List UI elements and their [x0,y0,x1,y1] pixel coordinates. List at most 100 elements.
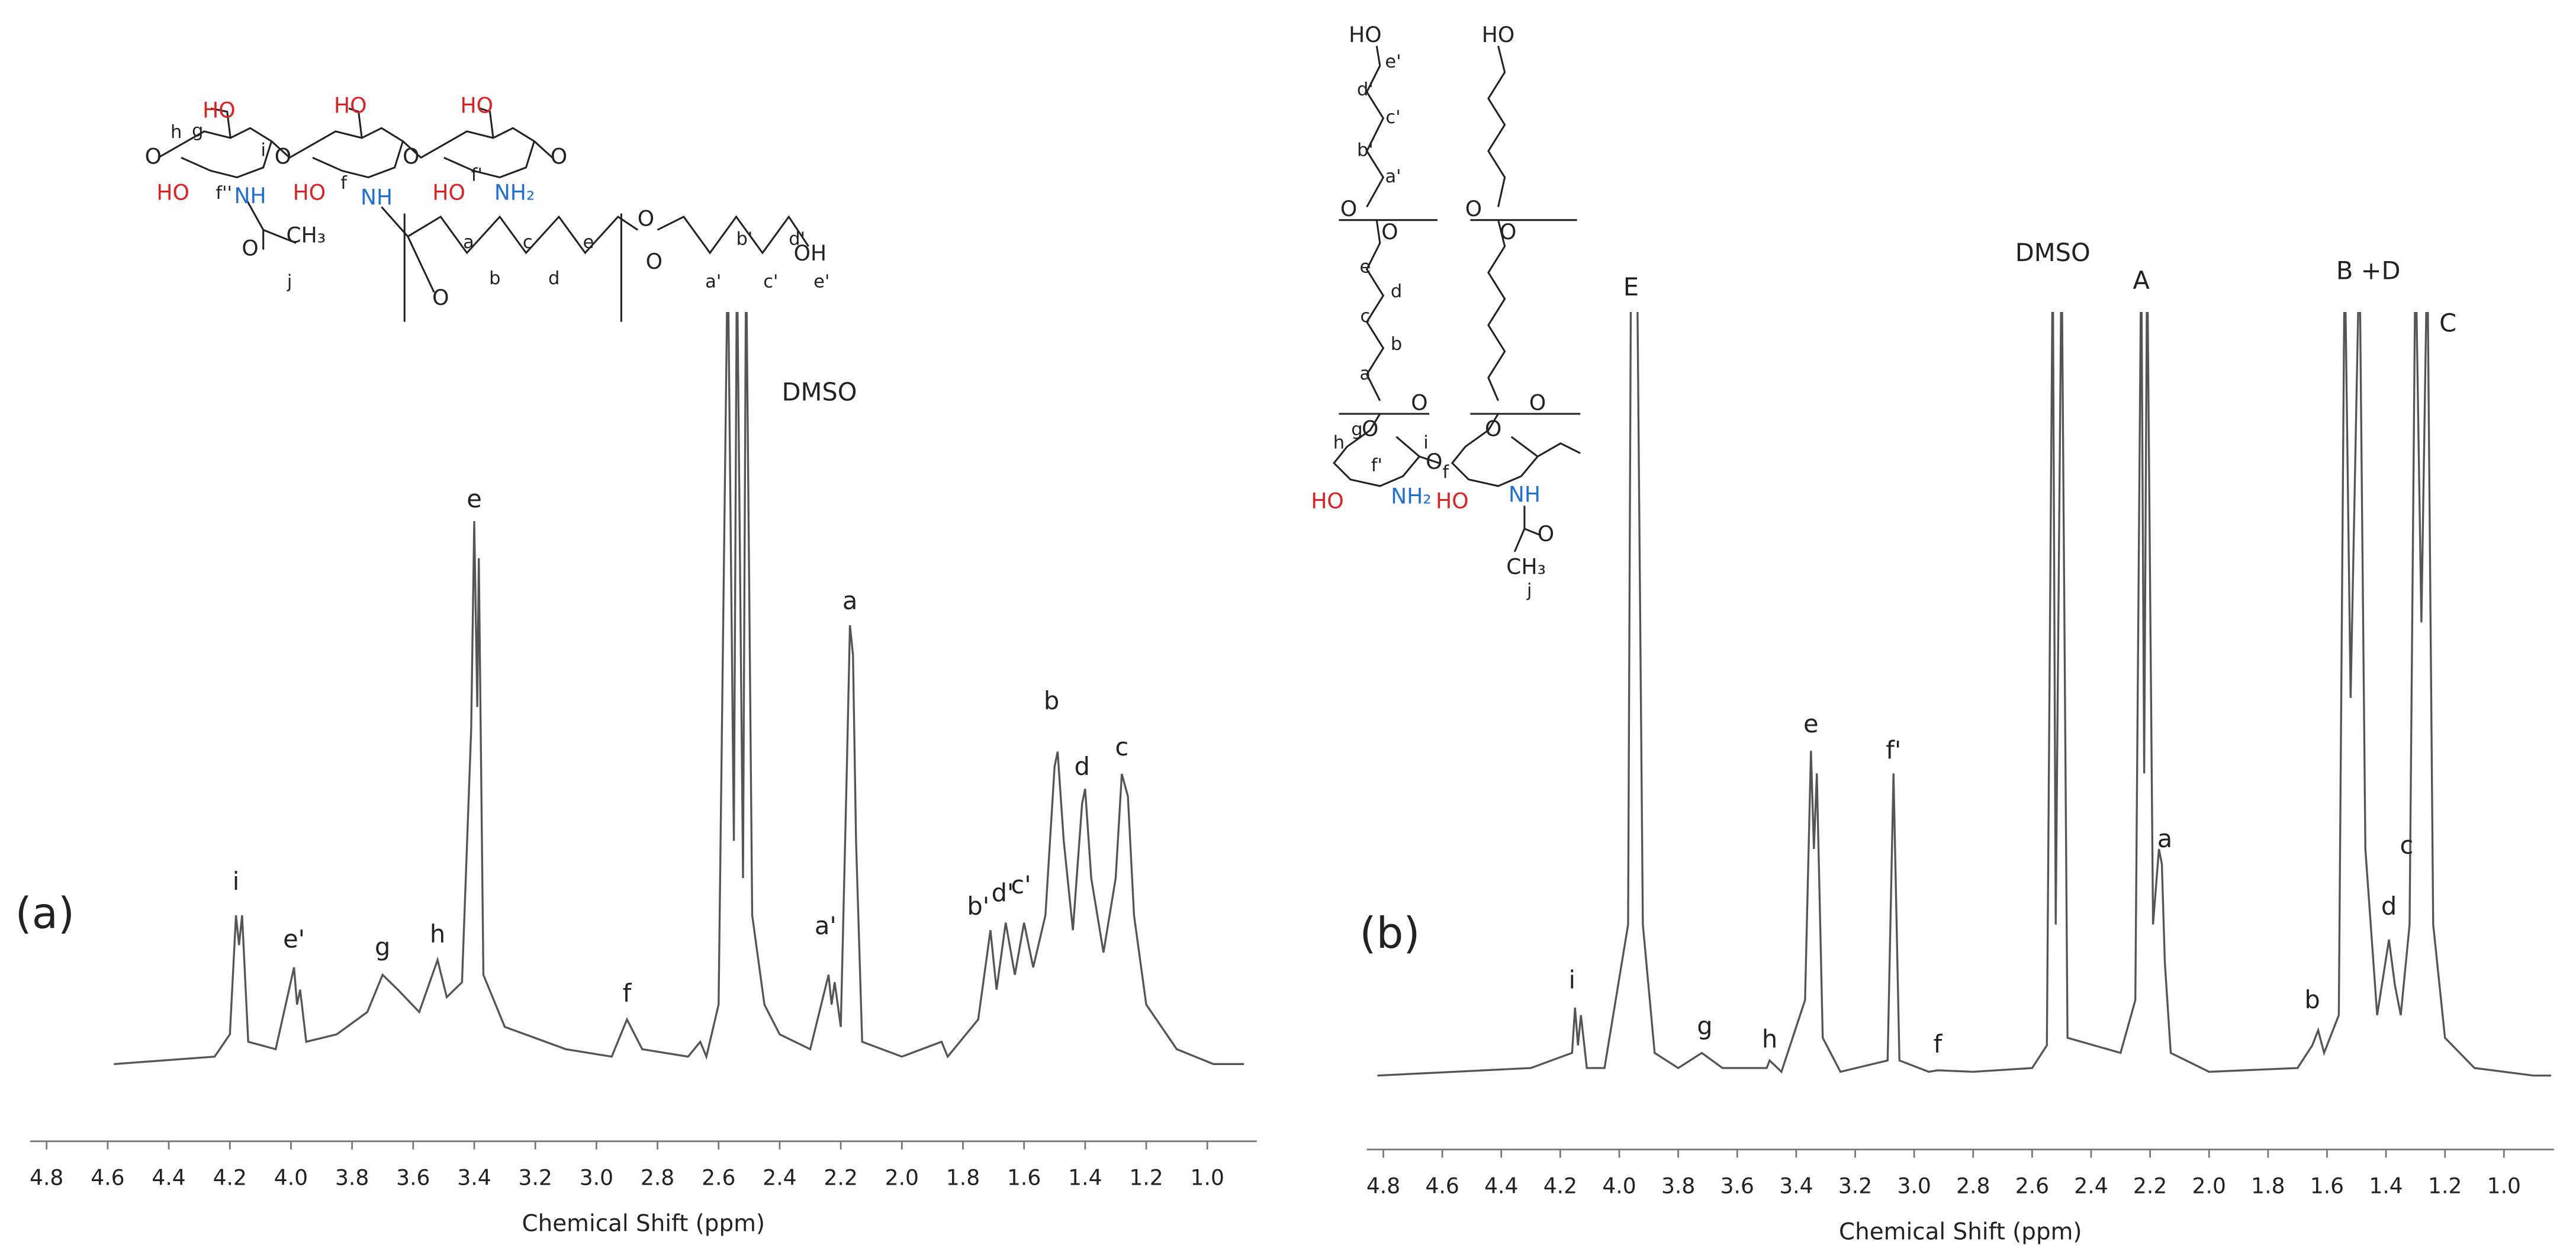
x-axis-label: Chemical Shift (ppm) [522,1211,766,1237]
x-tick-label: 4.2 [213,1166,247,1191]
peak-label: DMSO [782,378,857,407]
peak-label: c [2400,831,2414,860]
peak-label: c' [1011,870,1031,899]
peak-label: d [2381,892,2397,921]
structure-label: e [1359,257,1371,278]
spectrum-line [1377,312,2552,1077]
x-tick-label: 2.0 [885,1166,919,1191]
structure-label: b' [737,229,753,249]
structure-label: a [1360,364,1371,384]
peak-label: e [467,484,482,513]
x-tick-label: 3.6 [396,1166,430,1191]
peak-label: B +D [2336,256,2401,285]
structure-label: d' [1357,79,1374,100]
structure-label: CH₃ [286,223,326,247]
structure-label: O [1381,220,1398,245]
structure-label: b [1391,334,1402,355]
peak-label: g [375,932,390,961]
peak-label: e' [283,924,305,953]
structure-label: f'' [216,183,232,204]
structure-label: O [145,144,162,169]
x-tick-label: 3.6 [1720,1173,1754,1198]
x-tick-label: 2.2 [2133,1173,2167,1198]
structure-label: b' [1357,140,1374,161]
structure-label: O [403,144,419,169]
x-tick-label: 4.8 [30,1166,63,1191]
structure-label: g [192,120,203,141]
structure-label: HO [202,98,235,123]
x-tick-label: 4.0 [1602,1173,1636,1198]
x-tick-label: 2.0 [2192,1173,2226,1198]
structure-label: HO [156,180,189,205]
structure-label: g [1351,419,1362,440]
structure-label: d [1391,281,1402,302]
x-axis-label: Chemical Shift (ppm) [1839,1219,2082,1246]
structure-label: O [1538,522,1554,546]
structure-label: a' [1385,166,1401,187]
peak-label: DMSO [2015,238,2091,267]
structure-label: O [1426,449,1442,474]
peak-label: b' [967,892,989,921]
x-tick-label: 4.6 [1425,1173,1459,1198]
x-tick-label: 1.4 [2369,1173,2403,1198]
peak-label: a [2157,824,2173,853]
structure-label: d [548,268,559,289]
structure-label: a [463,232,474,253]
structure-label: O [1411,390,1427,415]
spectrum-line [114,312,1244,1066]
structure-label: f' [471,165,483,185]
peak-label: i [1569,966,1576,995]
structure-label: HO [461,93,493,118]
structure-label: i [261,140,265,161]
peak-label: E [1623,272,1639,301]
structure-label: f' [1371,455,1382,476]
x-tick-label: 1.8 [946,1166,980,1191]
structure-label: O [1485,417,1501,442]
structure-label: NH₂ [494,180,535,205]
structure-label: O [1529,390,1546,415]
structure-label: O [432,285,449,310]
x-tick-label: 3.2 [519,1166,552,1191]
x-tick-label: 4.8 [1366,1173,1400,1198]
structure-label: c' [1385,107,1400,128]
x-tick-label: 2.4 [2074,1173,2108,1198]
x-tick-label: 1.2 [2428,1173,2462,1198]
structure-label: NH [1509,483,1541,507]
structure-label: HO [1349,22,1381,47]
peak-label: f [623,979,632,1008]
x-tick-label: 1.8 [2251,1173,2285,1198]
structure-label: d' [789,229,805,249]
structure-label: CH₃ [1506,555,1546,580]
x-tick-label: 3.0 [580,1166,613,1191]
structure-label: NH [234,184,266,208]
peak-label: f' [1886,735,1901,764]
x-tick-label: 4.4 [152,1166,185,1191]
structure-label: O [551,144,567,169]
structure-label: NH [361,185,393,210]
panel-label: (b) [1359,909,1420,958]
peak-label: a' [815,911,837,940]
peak-label: f [1934,1030,1943,1059]
structure-label: O [1340,197,1357,221]
x-tick-label: 4.2 [1543,1173,1577,1198]
structure-label: HO [1436,489,1468,514]
x-tick-label: 1.6 [2310,1173,2344,1198]
structure-label: c [1360,306,1370,327]
structure-label: c' [763,272,778,292]
x-tick-label: 1.0 [1191,1166,1224,1191]
structure-label: i [1423,432,1428,453]
peak-label: a [842,586,857,615]
x-tick-label: 3.2 [1838,1173,1872,1198]
structure-label: h [171,122,182,143]
x-tick-label: 3.0 [1897,1173,1931,1198]
structure-a-bonds [157,107,809,322]
plots: 4.8 4.6 4.4 4.2 4.0 3.8 3.6 3.4 3.2 3.0 2.8 2.6 2.4 2… [15,238,2555,1246]
structure-label: O [646,249,663,274]
structure-label: O [275,144,291,169]
peak-label: h [430,919,445,948]
x-tick-label: 2.6 [702,1166,735,1191]
structure-label: f [340,173,348,194]
x-tick-label: 3.4 [1779,1173,1813,1198]
